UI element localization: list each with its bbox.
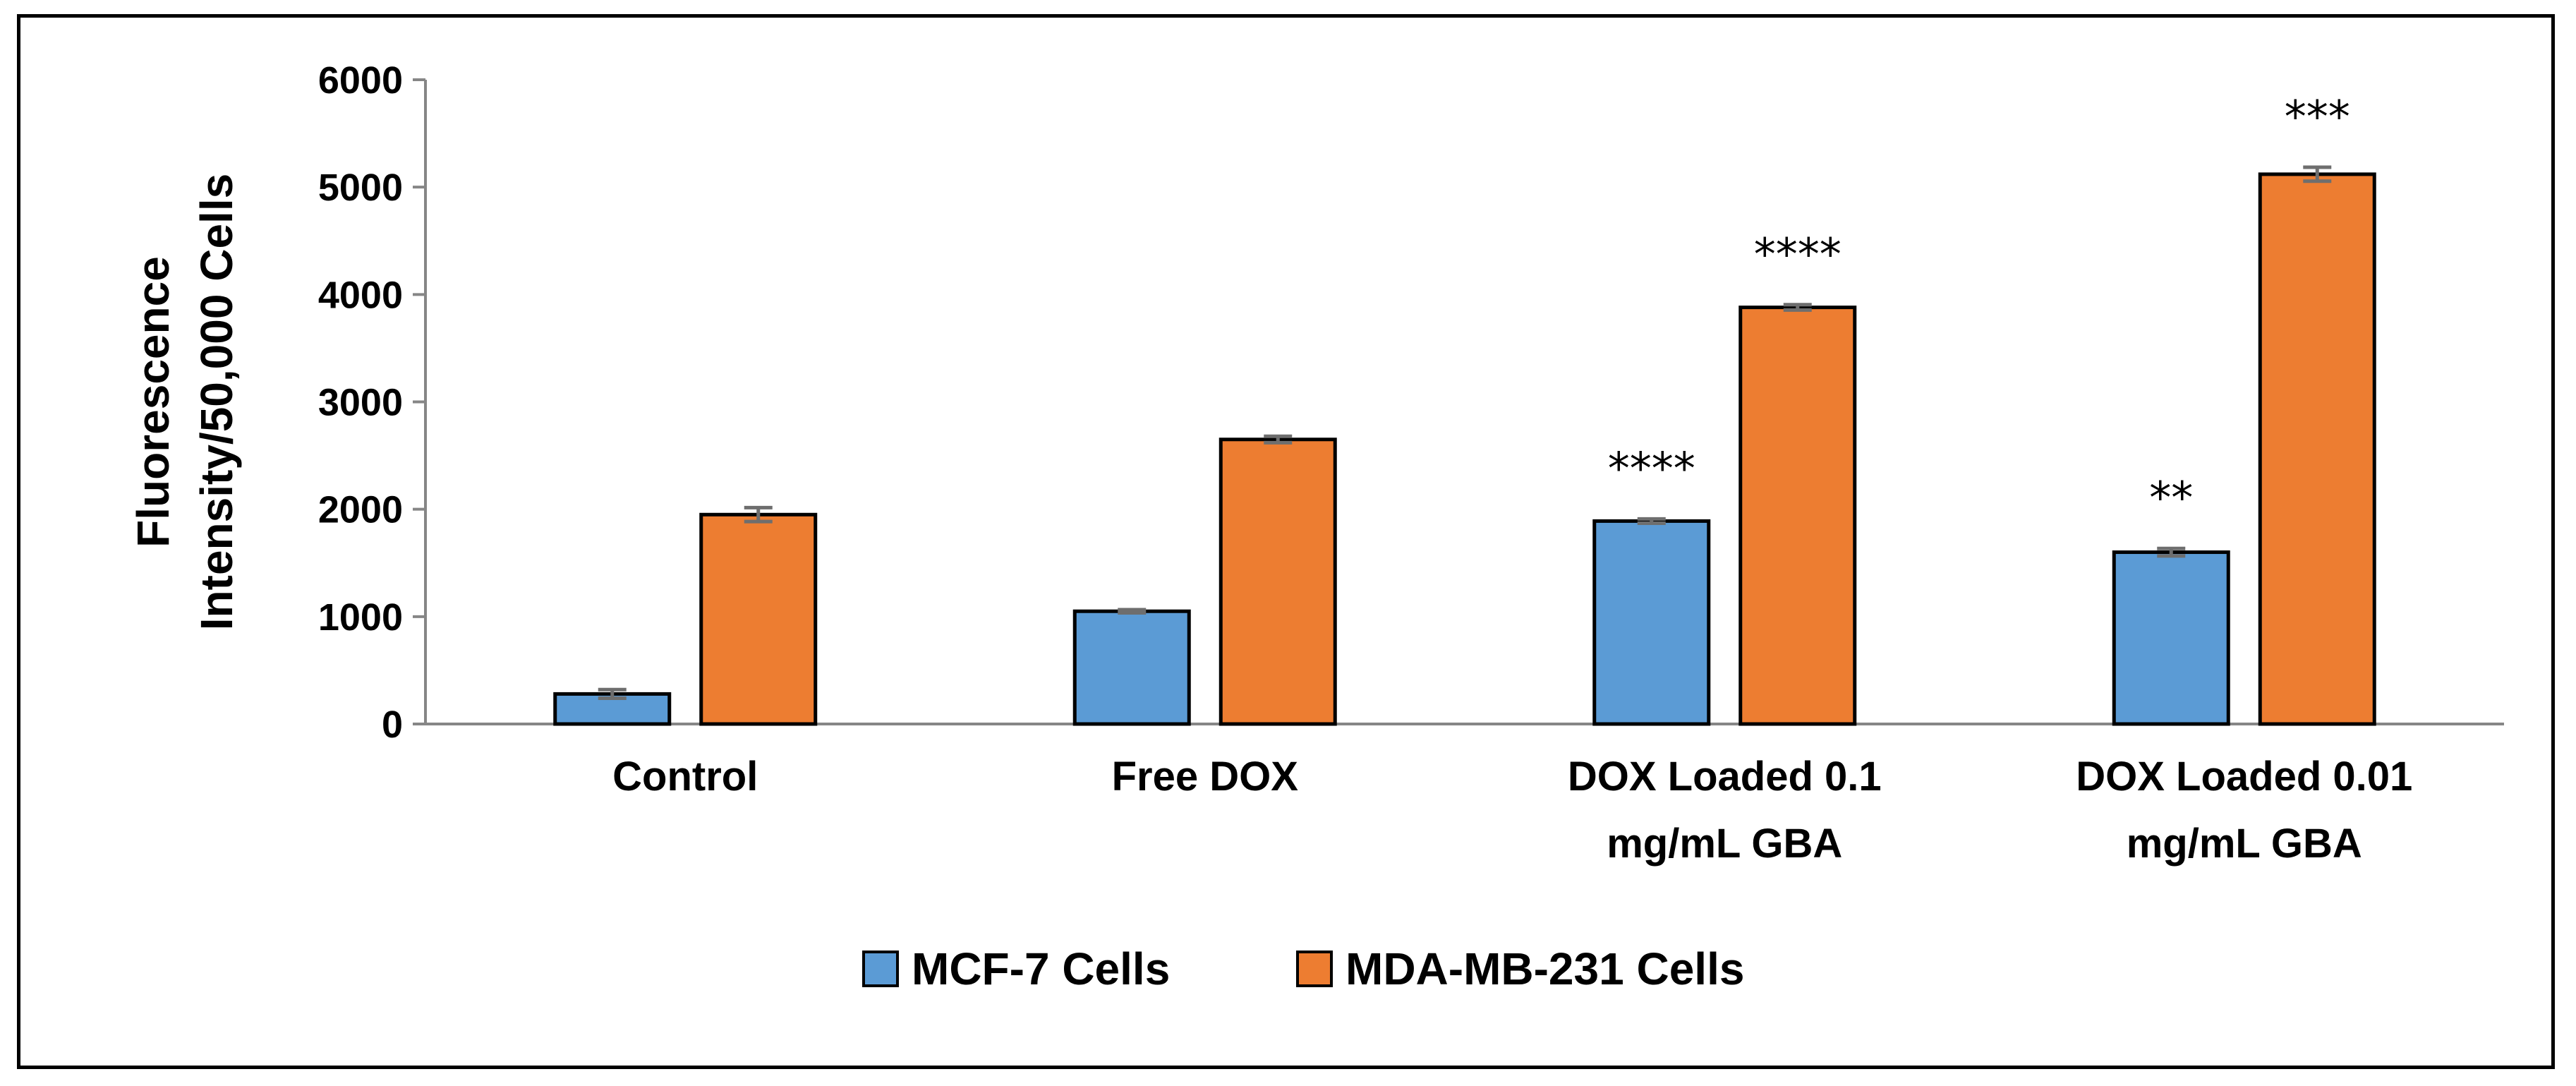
legend-label: MCF-7 Cells: [912, 943, 1170, 994]
x-category-label: DOX Loaded 0.01: [2076, 754, 2412, 800]
bar-mdamb231: [2258, 172, 2376, 726]
bar-chart: Fluorescence Intensity/50,000 Cells 0 1000…: [128, 59, 2504, 994]
significance-label: ****: [1754, 229, 1842, 280]
x-category-label: mg/mL GBA: [2127, 821, 2362, 867]
y-tick-label: 4000: [318, 274, 403, 316]
y-axis-title-line: Fluorescence: [128, 256, 179, 548]
legend: MCF-7 Cells MDA-MB-231 Cells: [862, 943, 1744, 994]
chart-frame: Fluorescence Intensity/50,000 Cells 0 1000…: [17, 14, 2555, 1069]
x-category-label: DOX Loaded 0.1: [1568, 754, 1882, 800]
x-category-label: Free DOX: [1112, 754, 1299, 800]
bar-mcf7: [1072, 609, 1191, 726]
y-tick-label: 5000: [318, 167, 403, 209]
legend-swatch: [862, 951, 899, 987]
y-axis-title: Fluorescence Intensity/50,000 Cells: [128, 174, 242, 630]
y-tick-label: 2000: [318, 489, 403, 531]
bar-mcf7: [1592, 519, 1711, 726]
x-axis: Control Free DOX DOX Loaded 0.1 mg/mL GBA DO…: [425, 723, 2504, 867]
significance-label: **: [2149, 472, 2193, 524]
y-tick-label: 1000: [318, 596, 403, 639]
bar-mdamb231: [1739, 306, 1857, 726]
y-tick-label: 6000: [318, 59, 403, 102]
legend-swatch: [1296, 951, 1333, 987]
bar-mdamb231: [1219, 438, 1337, 726]
y-axis: 0 1000 2000 3000 4000 5000 6000: [318, 59, 427, 746]
x-category-label: Control: [612, 754, 758, 800]
legend-label: MDA-MB-231 Cells: [1346, 943, 1744, 994]
y-axis-title-line: Intensity/50,000 Cells: [191, 174, 242, 630]
bar-series-group: *************: [553, 91, 2376, 726]
y-tick-label: 3000: [318, 382, 403, 424]
bar-mcf7: [2112, 550, 2230, 726]
bar-mdamb231: [699, 512, 818, 726]
y-tick-label: 0: [382, 704, 403, 746]
x-category-label: mg/mL GBA: [1607, 821, 1842, 867]
significance-label: ****: [1608, 442, 1695, 494]
significance-label: ***: [2285, 91, 2350, 143]
